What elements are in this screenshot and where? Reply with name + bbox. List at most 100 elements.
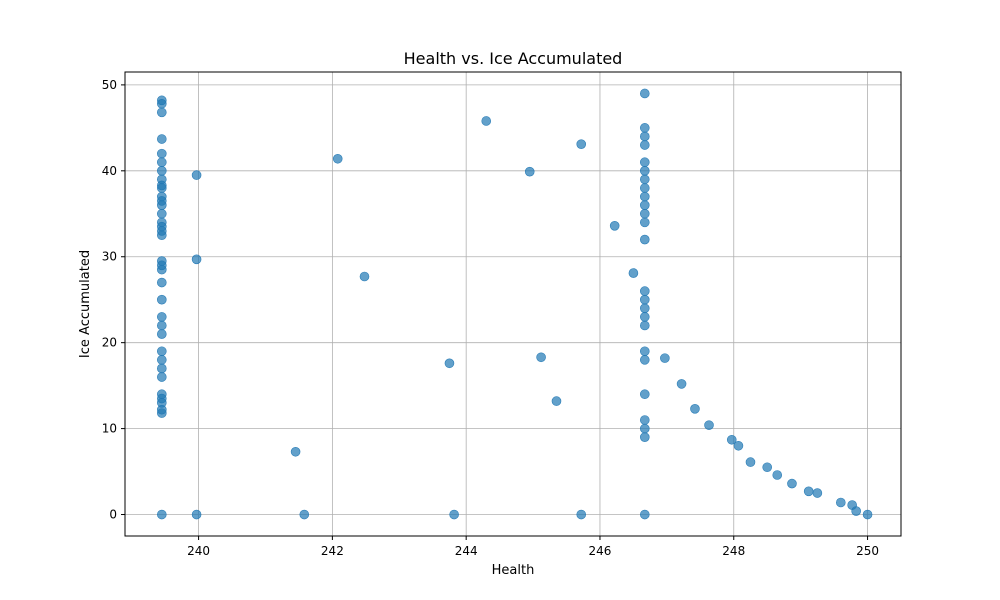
data-point xyxy=(639,217,650,228)
data-point xyxy=(628,268,639,278)
data-point xyxy=(156,277,167,288)
data-point xyxy=(762,462,773,473)
data-point xyxy=(191,170,202,180)
data-point xyxy=(639,509,650,520)
data-point xyxy=(639,174,650,185)
data-point xyxy=(156,294,167,305)
data-point xyxy=(156,230,167,241)
y-tick-label: 0 xyxy=(109,508,117,522)
data-point xyxy=(156,346,167,357)
data-point xyxy=(787,478,797,489)
data-point xyxy=(576,139,587,149)
data-point xyxy=(639,208,650,219)
x-axis-label: Health xyxy=(492,563,535,578)
data-point xyxy=(156,320,167,331)
data-point xyxy=(156,363,167,374)
data-point xyxy=(639,131,650,142)
data-point xyxy=(726,434,737,445)
data-point xyxy=(639,415,650,425)
data-point xyxy=(156,372,167,382)
data-point xyxy=(639,234,650,245)
data-point xyxy=(359,271,370,282)
data-point xyxy=(639,423,650,434)
data-point xyxy=(639,286,650,296)
data-point xyxy=(639,389,650,400)
data-point xyxy=(156,312,167,322)
x-tick-label: 250 xyxy=(856,544,879,558)
data-point xyxy=(290,446,301,457)
data-point xyxy=(191,254,202,265)
data-point xyxy=(835,497,846,508)
data-point xyxy=(536,352,546,363)
data-point xyxy=(156,355,167,365)
grid xyxy=(125,72,901,536)
data-point xyxy=(639,183,650,193)
data-point xyxy=(156,329,167,339)
data-point xyxy=(156,166,167,176)
data-point xyxy=(639,320,650,331)
data-point xyxy=(803,486,814,497)
data-point xyxy=(862,509,873,520)
data-point xyxy=(444,358,455,369)
data-point xyxy=(639,191,650,202)
y-tick-label: 40 xyxy=(102,164,117,178)
data-point xyxy=(851,506,861,516)
data-point xyxy=(156,200,167,210)
data-point xyxy=(156,208,167,219)
plot-frame xyxy=(124,71,902,537)
data-point xyxy=(745,457,756,467)
data-point xyxy=(481,116,492,126)
y-tick-label: 20 xyxy=(102,336,117,350)
data-point xyxy=(524,166,535,177)
y-axis-label: Ice Accumulated xyxy=(78,250,93,358)
data-point xyxy=(576,509,587,520)
data-point xyxy=(156,134,167,144)
y-tick-label: 10 xyxy=(102,422,117,436)
y-tick-label: 30 xyxy=(102,250,117,264)
data-point xyxy=(156,107,167,118)
data-point xyxy=(639,157,650,168)
data-point xyxy=(812,488,823,498)
data-points xyxy=(156,88,873,520)
data-point xyxy=(156,509,167,520)
data-point xyxy=(733,440,744,451)
axis-ticks: 240 242 244 246 248 250 0 10 20 30 40 50 xyxy=(102,78,879,558)
data-point xyxy=(639,346,650,357)
data-point xyxy=(449,509,459,520)
data-point xyxy=(639,312,650,322)
data-point xyxy=(551,396,562,406)
data-point xyxy=(676,379,687,389)
chart-title: Health vs. Ice Accumulated xyxy=(404,49,623,68)
data-point xyxy=(156,98,167,109)
data-point xyxy=(639,432,650,442)
data-point xyxy=(332,153,343,164)
data-point xyxy=(191,509,202,520)
data-point xyxy=(156,408,167,418)
data-point xyxy=(609,221,620,231)
data-point xyxy=(639,166,650,176)
data-point xyxy=(156,157,167,168)
data-point xyxy=(690,404,700,414)
data-point xyxy=(156,183,167,193)
y-tick-label: 50 xyxy=(102,78,117,92)
data-point xyxy=(299,509,310,520)
data-point xyxy=(639,355,650,365)
data-point xyxy=(704,420,714,430)
x-tick-label: 244 xyxy=(455,544,478,558)
data-point xyxy=(156,148,167,159)
data-point xyxy=(156,264,167,275)
data-point xyxy=(639,123,650,133)
x-tick-label: 248 xyxy=(722,544,745,558)
x-tick-label: 246 xyxy=(589,544,612,558)
data-point xyxy=(660,353,670,363)
data-point xyxy=(639,294,650,305)
x-tick-label: 240 xyxy=(187,544,210,558)
data-point xyxy=(639,303,650,314)
x-tick-label: 242 xyxy=(321,544,344,558)
data-point xyxy=(639,140,650,150)
data-point xyxy=(639,200,650,210)
data-point xyxy=(772,470,783,480)
